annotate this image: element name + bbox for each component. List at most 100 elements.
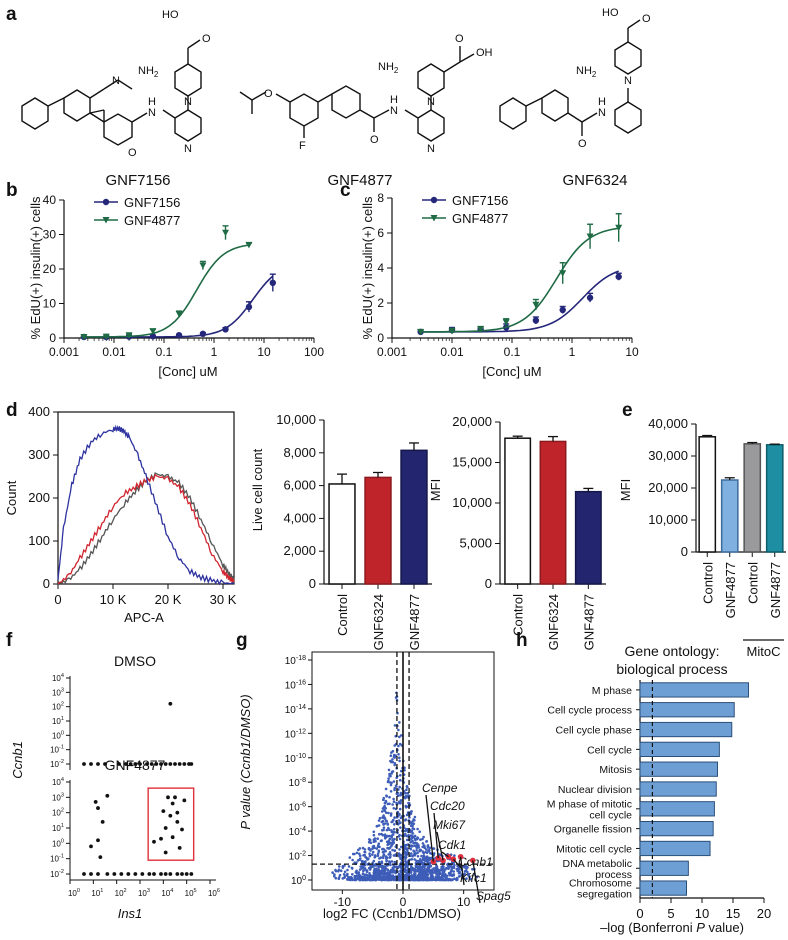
- d-mfi-ytick-label: 0: [485, 576, 492, 591]
- f-point: [163, 872, 168, 876]
- g-point: [449, 870, 453, 873]
- g-point: [416, 855, 420, 858]
- g-point: [380, 865, 384, 869]
- g-point: [362, 854, 365, 857]
- f-point: [182, 798, 187, 803]
- g-point: [410, 865, 413, 869]
- g-point: [364, 860, 367, 863]
- g-point: [445, 866, 448, 870]
- g-point: [399, 826, 402, 829]
- b-ytick-label: 40: [43, 193, 57, 207]
- g-gene-leader: [472, 860, 481, 904]
- g-point: [444, 878, 447, 882]
- g-point: [385, 819, 389, 823]
- d-live-ytick-label: 10,000: [276, 412, 316, 427]
- b-fit-GNF7156: [83, 275, 274, 338]
- g-xtick-label: -10: [334, 895, 352, 909]
- atom-o-2: O: [455, 33, 464, 45]
- g-point: [381, 856, 385, 860]
- g-point: [419, 838, 422, 841]
- c-xlabel: [Conc] uM: [482, 364, 541, 379]
- g-point: [421, 842, 425, 845]
- d-live-xtick-label: GNF4877: [407, 594, 422, 650]
- g-point: [405, 863, 408, 866]
- c-point-GNF4877: [586, 233, 594, 240]
- f-ytick-label: 10-2: [50, 759, 64, 769]
- atom-oh-2: OH: [476, 47, 493, 59]
- g-point: [403, 878, 407, 881]
- g-point: [390, 834, 394, 837]
- b-point-GNF4877: [125, 332, 133, 339]
- d-hist-ytick-label: 100: [28, 533, 50, 548]
- f-ytick-label: 103: [52, 792, 64, 802]
- g-point: [372, 859, 376, 863]
- g-point: [391, 877, 395, 881]
- g-point: [375, 871, 379, 875]
- atom-hooc-1: HO: [162, 9, 179, 21]
- h-category-label: Cell cycle process: [547, 705, 632, 717]
- b-xtick-label: 0.1: [156, 345, 173, 359]
- g-point: [354, 875, 357, 879]
- d-hist-xtick-label: 0: [54, 592, 61, 607]
- g-point: [418, 848, 422, 852]
- f-ytick-label: 100: [52, 838, 64, 848]
- g-point: [388, 860, 391, 864]
- b-legend-label: GNF7156: [124, 195, 180, 210]
- g-point: [468, 875, 471, 879]
- g-point: [399, 774, 402, 777]
- d-live-ytick-label: 6,000: [283, 478, 316, 493]
- f-point: [184, 872, 189, 876]
- g-point: [414, 844, 418, 847]
- e-bar: [720, 479, 739, 553]
- g-point: [359, 857, 362, 860]
- f-point: [159, 836, 163, 841]
- g-gene-label: Cenpe: [422, 781, 458, 795]
- g-point: [372, 830, 376, 834]
- g-point: [398, 807, 402, 811]
- g-point: [361, 877, 365, 881]
- d-mfi-bar: [504, 437, 532, 585]
- g-point: [387, 853, 391, 856]
- f-point: [89, 844, 93, 849]
- g-point: [358, 868, 362, 871]
- f-point: [82, 872, 86, 876]
- g-point: [390, 868, 393, 872]
- g-point: [422, 854, 426, 857]
- g-point: [331, 871, 334, 874]
- g-point: [351, 858, 354, 862]
- h-title-line1: Gene ontology:: [625, 643, 720, 659]
- g-point: [398, 742, 402, 746]
- g-point: [404, 852, 407, 856]
- c-legend-label: GNF4877: [452, 211, 508, 226]
- g-point: [368, 847, 371, 851]
- h-bar: [639, 682, 749, 698]
- g-gene-label: Spag5: [476, 889, 511, 903]
- c-legend-marker: [430, 196, 438, 204]
- g-point: [432, 847, 435, 850]
- g-point: [368, 878, 372, 882]
- g-point: [437, 870, 440, 874]
- g-point: [471, 867, 474, 871]
- g-point: [425, 867, 429, 871]
- d-live-ylabel: Live cell count: [250, 448, 265, 531]
- g-point: [385, 828, 389, 832]
- f-point: [105, 872, 110, 876]
- g-point: [366, 874, 370, 877]
- h-bar: [639, 781, 717, 797]
- g-point: [358, 852, 361, 856]
- g-point: [388, 795, 391, 799]
- g-point: [387, 811, 390, 815]
- g-point: [342, 873, 346, 876]
- g-point: [377, 842, 381, 845]
- f-point: [117, 762, 121, 766]
- g-point: [418, 876, 422, 880]
- g-point: [407, 833, 410, 837]
- g-point: [380, 878, 383, 882]
- g-ytick-label: 10-16: [285, 679, 306, 691]
- g-point: [347, 865, 351, 868]
- g-point: [389, 783, 393, 787]
- g-point: [380, 832, 383, 836]
- g-point: [409, 810, 413, 813]
- e-ytick-label: 0: [681, 544, 688, 559]
